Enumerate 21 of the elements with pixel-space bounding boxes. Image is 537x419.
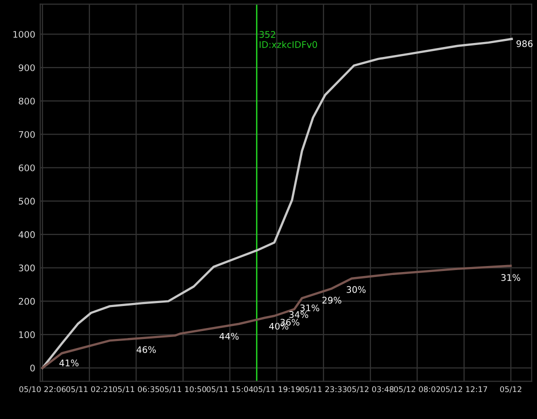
y-tick-label: 900 — [18, 64, 35, 72]
annotation: 30% — [346, 286, 366, 293]
y-tick-label: 500 — [18, 198, 35, 205]
y-tick-label: 1000 — [13, 30, 35, 38]
annotation: 34% — [289, 311, 308, 318]
y-tick-label: 100 — [19, 331, 35, 338]
annotation: 986 — [516, 40, 533, 48]
annotation: 31% — [300, 304, 320, 312]
annotation: 44% — [219, 332, 239, 340]
y-tick-label: 400 — [18, 231, 35, 238]
annotation: 29% — [322, 296, 342, 304]
ref-line-label: 352 ID:xzkcIDFv0 — [260, 31, 318, 48]
y-tick-label: 200 — [18, 298, 35, 305]
y-tick-label: 300 — [18, 264, 35, 272]
annotation: 31% — [501, 274, 520, 281]
annotation: 41% — [59, 360, 79, 366]
y-tick-label: 800 — [18, 98, 35, 105]
y-tick-label: 700 — [18, 131, 35, 138]
y-tick-label: 600 — [18, 164, 35, 172]
annotation: 46% — [136, 346, 156, 354]
y-tick-label: 0 — [30, 364, 35, 372]
